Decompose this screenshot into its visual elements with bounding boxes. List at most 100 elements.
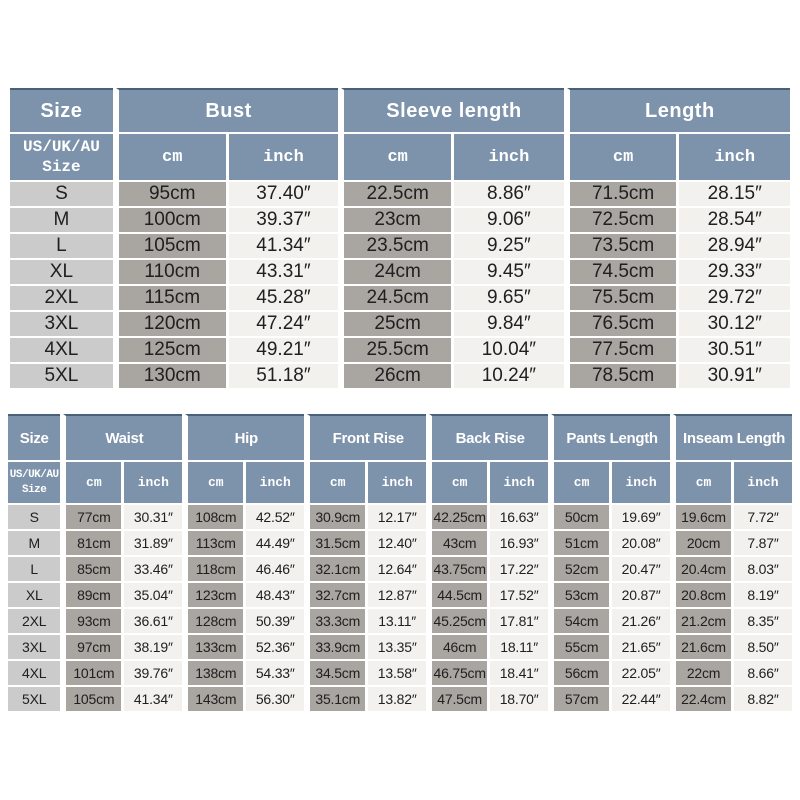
value-cell: 33.46″	[124, 557, 183, 581]
value-cell: 21.6cm	[673, 635, 732, 659]
value-cell: 30.9cm	[307, 505, 366, 529]
value-cell: 22.44″	[612, 687, 671, 711]
value-cell: 8.35″	[734, 609, 792, 633]
value-cell: 16.63″	[490, 505, 549, 529]
subheader-inch: inch	[734, 462, 792, 503]
header-hip: Hip	[185, 414, 305, 460]
value-cell: 8.82″	[734, 687, 792, 711]
subheader-inch: inch	[612, 462, 671, 503]
value-cell: 13.58″	[368, 661, 427, 685]
value-cell: 22cm	[673, 661, 732, 685]
value-cell: 41.34″	[124, 687, 183, 711]
subheader-inch: inch	[124, 462, 183, 503]
size-cell: 3XL	[10, 312, 113, 336]
value-cell: 21.26″	[612, 609, 671, 633]
value-cell: 7.72″	[734, 505, 792, 529]
value-cell: 22.5cm	[341, 182, 452, 206]
value-cell: 20.8cm	[673, 583, 732, 607]
header-back-rise: Back Rise	[429, 414, 549, 460]
size-cell: M	[8, 531, 61, 555]
value-cell: 18.70″	[490, 687, 549, 711]
value-cell: 52cm	[551, 557, 610, 581]
header-size: Size	[8, 414, 61, 460]
size-cell: L	[10, 234, 113, 258]
value-cell: 81cm	[63, 531, 122, 555]
value-cell: 17.81″	[490, 609, 549, 633]
value-cell: 13.82″	[368, 687, 427, 711]
size-cell: L	[8, 557, 61, 581]
value-cell: 71.5cm	[566, 182, 677, 206]
value-cell: 108cm	[185, 505, 244, 529]
value-cell: 105cm	[63, 687, 122, 711]
value-cell: 22.05″	[612, 661, 671, 685]
value-cell: 23.5cm	[341, 234, 452, 258]
value-cell: 20.08″	[612, 531, 671, 555]
value-cell: 13.35″	[368, 635, 427, 659]
value-cell: 93cm	[63, 609, 122, 633]
value-cell: 9.25″	[454, 234, 564, 258]
value-cell: 46.75cm	[429, 661, 488, 685]
value-cell: 77.5cm	[566, 338, 677, 362]
value-cell: 30.31″	[124, 505, 183, 529]
table-row: 4XL 101cm 39.76″ 138cm 54.33″ 34.5cm 13.58″ 46.…	[8, 661, 792, 685]
size-cell: 5XL	[10, 364, 113, 388]
table-row: 2XL 115cm 45.28″ 24.5cm 9.65″ 75.5cm 29.72″	[10, 286, 790, 310]
value-cell: 34.5cm	[307, 661, 366, 685]
value-cell: 21.65″	[612, 635, 671, 659]
value-cell: 50.39″	[246, 609, 305, 633]
value-cell: 72.5cm	[566, 208, 677, 232]
value-cell: 75.5cm	[566, 286, 677, 310]
table-row: S 77cm 30.31″ 108cm 42.52″ 30.9cm 12.17″ 42.25c…	[8, 505, 792, 529]
value-cell: 18.41″	[490, 661, 549, 685]
value-cell: 9.06″	[454, 208, 564, 232]
size-cell: 2XL	[10, 286, 113, 310]
pants-size-table: Size Waist Hip Front Rise Back Rise Pant…	[5, 412, 795, 713]
value-cell: 12.17″	[368, 505, 427, 529]
value-cell: 30.91″	[679, 364, 790, 388]
header-sleeve-length: Sleeve length	[341, 88, 564, 132]
subheader-cm: cm	[307, 462, 366, 503]
table-row: 5XL 130cm 51.18″ 26cm 10.24″ 78.5cm 30.91″	[10, 364, 790, 388]
value-cell: 36.61″	[124, 609, 183, 633]
value-cell: 29.72″	[679, 286, 790, 310]
header-length: Length	[566, 88, 790, 132]
subheader-cm: cm	[185, 462, 244, 503]
value-cell: 9.84″	[454, 312, 564, 336]
value-cell: 73.5cm	[566, 234, 677, 258]
value-cell: 13.11″	[368, 609, 427, 633]
value-cell: 123cm	[185, 583, 244, 607]
value-cell: 95cm	[115, 182, 226, 206]
value-cell: 12.40″	[368, 531, 427, 555]
table-row: 2XL 93cm 36.61″ 128cm 50.39″ 33.3cm 13.11″ 45.2…	[8, 609, 792, 633]
table-row: S 95cm 37.40″ 22.5cm 8.86″ 71.5cm 28.15″	[10, 182, 790, 206]
value-cell: 28.54″	[679, 208, 790, 232]
value-cell: 39.37″	[228, 208, 339, 232]
value-cell: 22.4cm	[673, 687, 732, 711]
value-cell: 8.86″	[454, 182, 564, 206]
value-cell: 39.76″	[124, 661, 183, 685]
value-cell: 12.87″	[368, 583, 427, 607]
value-cell: 10.24″	[454, 364, 564, 388]
value-cell: 76.5cm	[566, 312, 677, 336]
subheader-cm: cm	[673, 462, 732, 503]
header-waist: Waist	[63, 414, 183, 460]
value-cell: 9.45″	[454, 260, 564, 284]
value-cell: 44.5cm	[429, 583, 488, 607]
value-cell: 29.33″	[679, 260, 790, 284]
value-cell: 12.64″	[368, 557, 427, 581]
header-bust: Bust	[115, 88, 339, 132]
value-cell: 43.75cm	[429, 557, 488, 581]
value-cell: 20.87″	[612, 583, 671, 607]
size-cell: 4XL	[8, 661, 61, 685]
value-cell: 56.30″	[246, 687, 305, 711]
value-cell: 51.18″	[228, 364, 339, 388]
value-cell: 46.46″	[246, 557, 305, 581]
value-cell: 51cm	[551, 531, 610, 555]
value-cell: 20cm	[673, 531, 732, 555]
value-cell: 133cm	[185, 635, 244, 659]
table-row: XL 110cm 43.31″ 24cm 9.45″ 74.5cm 29.33″	[10, 260, 790, 284]
value-cell: 16.93″	[490, 531, 549, 555]
value-cell: 42.25cm	[429, 505, 488, 529]
value-cell: 105cm	[115, 234, 226, 258]
top-size-table: Size Bust Sleeve length Length US/UK/AU …	[7, 86, 793, 390]
